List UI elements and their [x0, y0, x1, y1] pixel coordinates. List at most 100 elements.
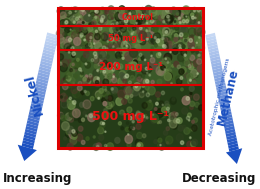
Circle shape [85, 62, 90, 68]
Bar [58, 8, 203, 26]
Polygon shape [26, 123, 38, 129]
Circle shape [112, 17, 113, 19]
Circle shape [114, 31, 118, 36]
Circle shape [113, 66, 116, 70]
Circle shape [163, 44, 168, 50]
Circle shape [200, 60, 202, 63]
Circle shape [92, 21, 96, 26]
Circle shape [187, 73, 193, 80]
Circle shape [115, 52, 121, 58]
Polygon shape [223, 120, 233, 125]
Circle shape [99, 126, 101, 129]
Circle shape [164, 19, 171, 27]
Circle shape [127, 65, 129, 67]
Circle shape [62, 84, 68, 90]
Circle shape [161, 25, 167, 32]
Circle shape [80, 102, 84, 107]
Circle shape [171, 83, 172, 84]
Circle shape [60, 20, 67, 28]
Circle shape [144, 32, 151, 41]
Circle shape [133, 28, 137, 32]
Circle shape [73, 26, 75, 29]
Circle shape [114, 29, 117, 33]
Circle shape [149, 8, 157, 16]
Circle shape [112, 77, 117, 83]
Circle shape [103, 18, 106, 21]
Circle shape [165, 29, 168, 33]
Circle shape [127, 143, 131, 147]
Circle shape [88, 34, 94, 40]
Circle shape [162, 9, 169, 17]
Circle shape [158, 20, 160, 23]
Circle shape [78, 81, 82, 86]
Circle shape [94, 57, 102, 66]
Circle shape [63, 76, 69, 82]
Circle shape [81, 38, 87, 45]
Circle shape [108, 97, 111, 100]
Circle shape [101, 15, 107, 22]
Circle shape [186, 116, 190, 120]
Circle shape [193, 46, 196, 50]
Circle shape [78, 14, 81, 18]
Circle shape [88, 75, 93, 80]
Text: Nickel: Nickel [23, 72, 46, 116]
Circle shape [87, 79, 89, 82]
Polygon shape [226, 135, 236, 140]
Polygon shape [30, 106, 42, 112]
Circle shape [146, 66, 152, 72]
Circle shape [73, 16, 74, 17]
Polygon shape [218, 97, 229, 102]
Circle shape [171, 30, 174, 35]
Circle shape [193, 15, 200, 22]
Circle shape [115, 48, 121, 55]
Circle shape [182, 26, 185, 30]
Circle shape [144, 53, 149, 58]
Circle shape [172, 40, 180, 49]
Circle shape [172, 65, 174, 67]
Circle shape [82, 29, 88, 35]
Polygon shape [29, 109, 41, 115]
Polygon shape [226, 132, 236, 137]
Circle shape [177, 20, 185, 29]
Circle shape [77, 28, 83, 35]
Circle shape [108, 95, 113, 101]
Polygon shape [43, 47, 55, 53]
Circle shape [91, 38, 98, 45]
Circle shape [156, 39, 160, 43]
Circle shape [167, 61, 169, 63]
Circle shape [62, 102, 66, 107]
Circle shape [176, 26, 178, 29]
Circle shape [77, 93, 81, 98]
Circle shape [81, 19, 86, 24]
Circle shape [75, 17, 79, 20]
Circle shape [195, 44, 201, 51]
Circle shape [105, 33, 110, 39]
Circle shape [85, 75, 88, 77]
Circle shape [188, 16, 196, 24]
Circle shape [127, 17, 129, 20]
Circle shape [147, 69, 150, 72]
Circle shape [193, 94, 199, 100]
Circle shape [164, 69, 165, 70]
Circle shape [74, 9, 80, 16]
Circle shape [67, 126, 74, 134]
Circle shape [145, 5, 152, 14]
Circle shape [165, 62, 171, 69]
Circle shape [141, 15, 144, 18]
Circle shape [72, 52, 75, 56]
Circle shape [124, 44, 129, 50]
Polygon shape [216, 85, 226, 91]
Circle shape [80, 74, 82, 77]
Circle shape [93, 69, 100, 77]
Circle shape [163, 57, 171, 66]
Circle shape [173, 13, 175, 15]
Circle shape [94, 8, 100, 15]
Circle shape [62, 59, 69, 67]
Polygon shape [207, 42, 217, 47]
Circle shape [81, 37, 87, 44]
Circle shape [97, 77, 99, 79]
Circle shape [79, 12, 84, 18]
Polygon shape [45, 41, 57, 47]
Circle shape [98, 50, 106, 59]
Circle shape [191, 128, 193, 131]
